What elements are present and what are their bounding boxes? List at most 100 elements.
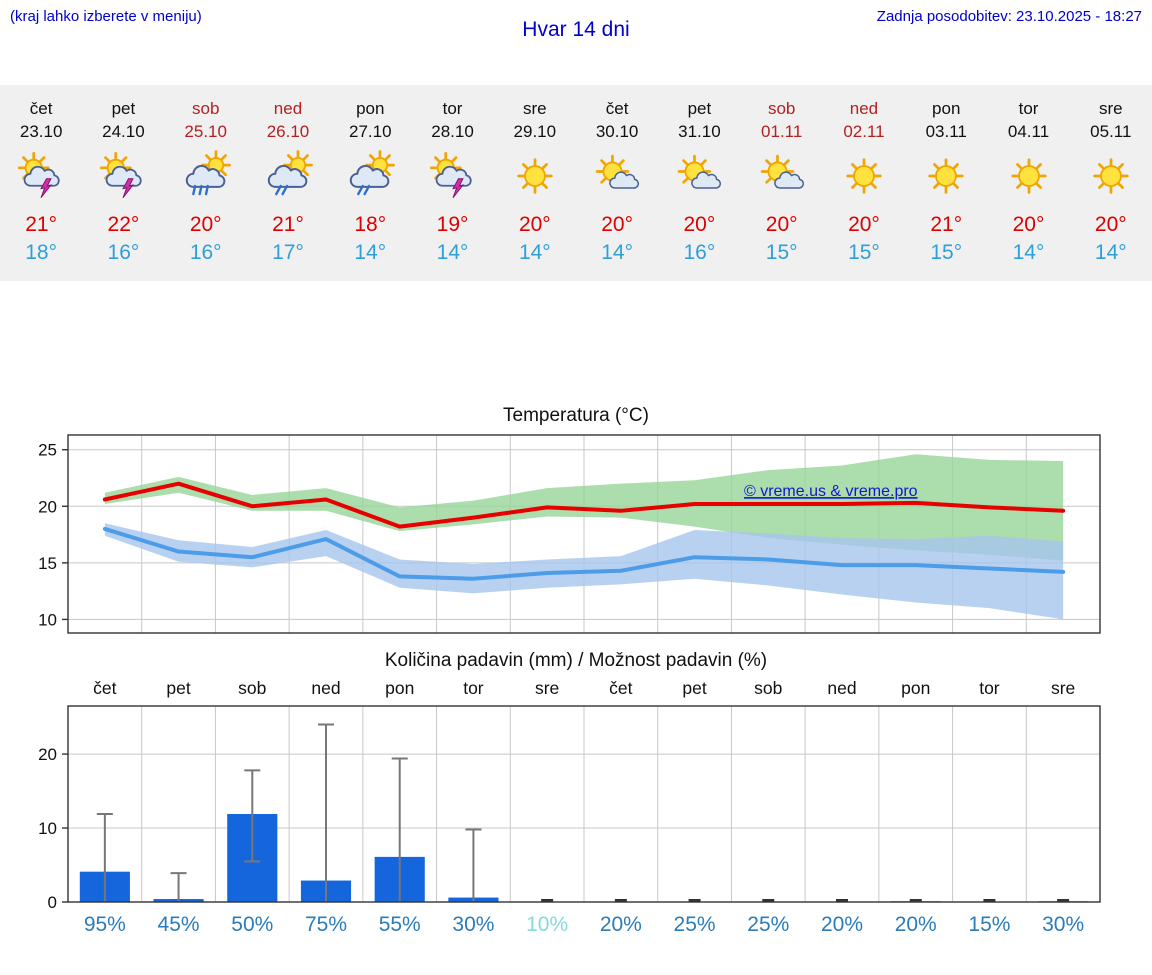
- day-name-label: pet: [111, 99, 136, 118]
- max-temp-label: 20°: [848, 213, 880, 236]
- precip-day-label: sre: [1051, 678, 1075, 698]
- precip-day-label: čet: [93, 678, 116, 698]
- plot-border: [67, 434, 1101, 634]
- forecast-day: sob 01.11 20° 15°: [741, 97, 823, 267]
- y-axis-label: 20: [38, 497, 57, 516]
- precip-day-label: tor: [463, 678, 484, 698]
- max-temp-label: 20°: [1094, 213, 1127, 236]
- day-date-label: 01.11: [761, 122, 803, 141]
- thunderstorm-icon: [82, 147, 164, 205]
- sun-icon: [1070, 147, 1152, 205]
- showers-icon: [329, 147, 411, 205]
- precip-probability-label: 20%: [600, 913, 642, 936]
- precip-probability-label: 55%: [379, 913, 421, 936]
- precip-day-label: pet: [682, 678, 706, 698]
- day-name-label: sre: [1098, 99, 1123, 118]
- forecast-day: tor 04.11 20° 14°: [987, 97, 1069, 267]
- max-temp-label: 21°: [272, 213, 304, 236]
- precipitation-chart: čet pet sob ned pon tor sre čet pet sob ned pon tor s…: [0, 676, 1152, 938]
- precip-day-label: pon: [385, 678, 414, 698]
- showers-icon: [247, 147, 329, 205]
- min-temp-label: 15°: [930, 241, 963, 264]
- forecast-day: pon 27.10 18° 14°: [329, 97, 411, 267]
- forecast-day: pon 03.11 21° 15°: [905, 97, 987, 267]
- y-axis-label: 0: [48, 893, 57, 912]
- day-date-label: 02.11: [843, 122, 885, 141]
- precip-probability-label: 50%: [231, 913, 273, 936]
- min-temp-label: 17°: [272, 241, 304, 264]
- plot-border: [67, 705, 1101, 903]
- day-date-label: 26.10: [266, 122, 310, 141]
- precip-day-label: čet: [609, 678, 632, 698]
- precip-probability-label: 20%: [895, 913, 937, 936]
- location-hint: (kraj lahko izberete v meniju): [10, 8, 202, 25]
- precip-probability-label: 45%: [158, 913, 200, 936]
- precip-day-label: sob: [238, 678, 266, 698]
- sun-icon: [494, 147, 576, 205]
- y-axis-label: 25: [38, 441, 57, 460]
- day-name-label: tor: [1018, 99, 1039, 118]
- min-temp-label: 15°: [848, 241, 880, 264]
- partly-cloudy-icon: [741, 147, 823, 205]
- forecast-day: pet 24.10 22° 16°: [82, 97, 164, 267]
- precip-day-label: sre: [535, 678, 559, 698]
- max-temp-label: 20°: [518, 213, 551, 236]
- precip-probability-label: 30%: [452, 913, 494, 936]
- precip-probability-label: 75%: [305, 913, 347, 936]
- sun-icon: [823, 147, 905, 205]
- precip-day-label: sob: [754, 678, 782, 698]
- min-temp-label: 14°: [1094, 241, 1127, 264]
- max-temp-label: 20°: [765, 213, 798, 236]
- precip-probability-label: 25%: [674, 913, 716, 936]
- spacer: [0, 281, 1152, 401]
- day-date-label: 27.10: [348, 122, 392, 141]
- max-temp-label: 21°: [25, 213, 58, 236]
- min-temp-line: [102, 526, 1066, 581]
- y-axis-label: 20: [38, 745, 57, 764]
- min-temp-label: 14°: [354, 241, 387, 264]
- max-temp-line: [102, 481, 1066, 529]
- max-temp-label: 18°: [354, 213, 387, 236]
- min-temp-label: 14°: [1012, 241, 1045, 264]
- forecast-day: čet 30.10 20° 14°: [576, 97, 658, 267]
- rain-icon: [165, 147, 247, 205]
- min-temp-label: 15°: [765, 241, 798, 264]
- day-date-label: 04.11: [1007, 122, 1050, 141]
- thunderstorm-icon: [0, 147, 82, 205]
- day-date-label: 05.11: [1090, 122, 1132, 141]
- precip-probability-label: 95%: [84, 913, 126, 936]
- precip-day-label: ned: [311, 678, 340, 698]
- precip-probability-label: 25%: [747, 913, 789, 936]
- precip-chart-title: Količina padavin (mm) / Možnost padavin …: [384, 650, 768, 671]
- sun-icon: [905, 147, 987, 205]
- precip-day-label: pon: [901, 678, 930, 698]
- y-axis-label: 10: [38, 819, 57, 838]
- temperature-chart-title: Temperatura (°C): [503, 405, 649, 426]
- day-name-label: čet: [605, 99, 629, 118]
- min-temp-label: 16°: [189, 241, 222, 264]
- day-name-label: ned: [849, 99, 879, 118]
- day-date-label: 30.10: [595, 122, 639, 141]
- forecast-strip: čet 23.10 21° 18° pet 24.10 22° 16° sob 25.10 20° 1…: [0, 85, 1152, 281]
- watermark: © vreme.us & vreme.pro: [744, 483, 918, 500]
- day-date-label: 29.10: [513, 122, 557, 141]
- max-temp-label: 20°: [1012, 213, 1045, 236]
- day-date-label: 31.10: [678, 122, 721, 141]
- day-name-label: sob: [191, 99, 220, 118]
- last-updated: Zadnja posodobitev: 23.10.2025 - 18:27: [876, 8, 1142, 25]
- partly-cloudy-icon: [658, 147, 740, 205]
- sun-icon: [987, 147, 1069, 205]
- day-name-label: pon: [932, 99, 961, 118]
- min-temp-label: 16°: [683, 241, 716, 264]
- max-temp-label: 21°: [930, 213, 963, 236]
- day-name-label: sre: [523, 99, 547, 118]
- day-name-label: pon: [356, 99, 385, 118]
- min-temp-label: 14°: [601, 241, 633, 264]
- day-name-label: čet: [29, 99, 53, 118]
- max-temp-label: 20°: [601, 213, 633, 236]
- precip-day-label: pet: [166, 678, 190, 698]
- day-date-label: 28.10: [431, 122, 474, 141]
- precip-day-label: ned: [827, 678, 856, 698]
- forecast-day: ned 26.10 21° 17°: [247, 97, 329, 267]
- partly-cloudy-icon: [576, 147, 658, 205]
